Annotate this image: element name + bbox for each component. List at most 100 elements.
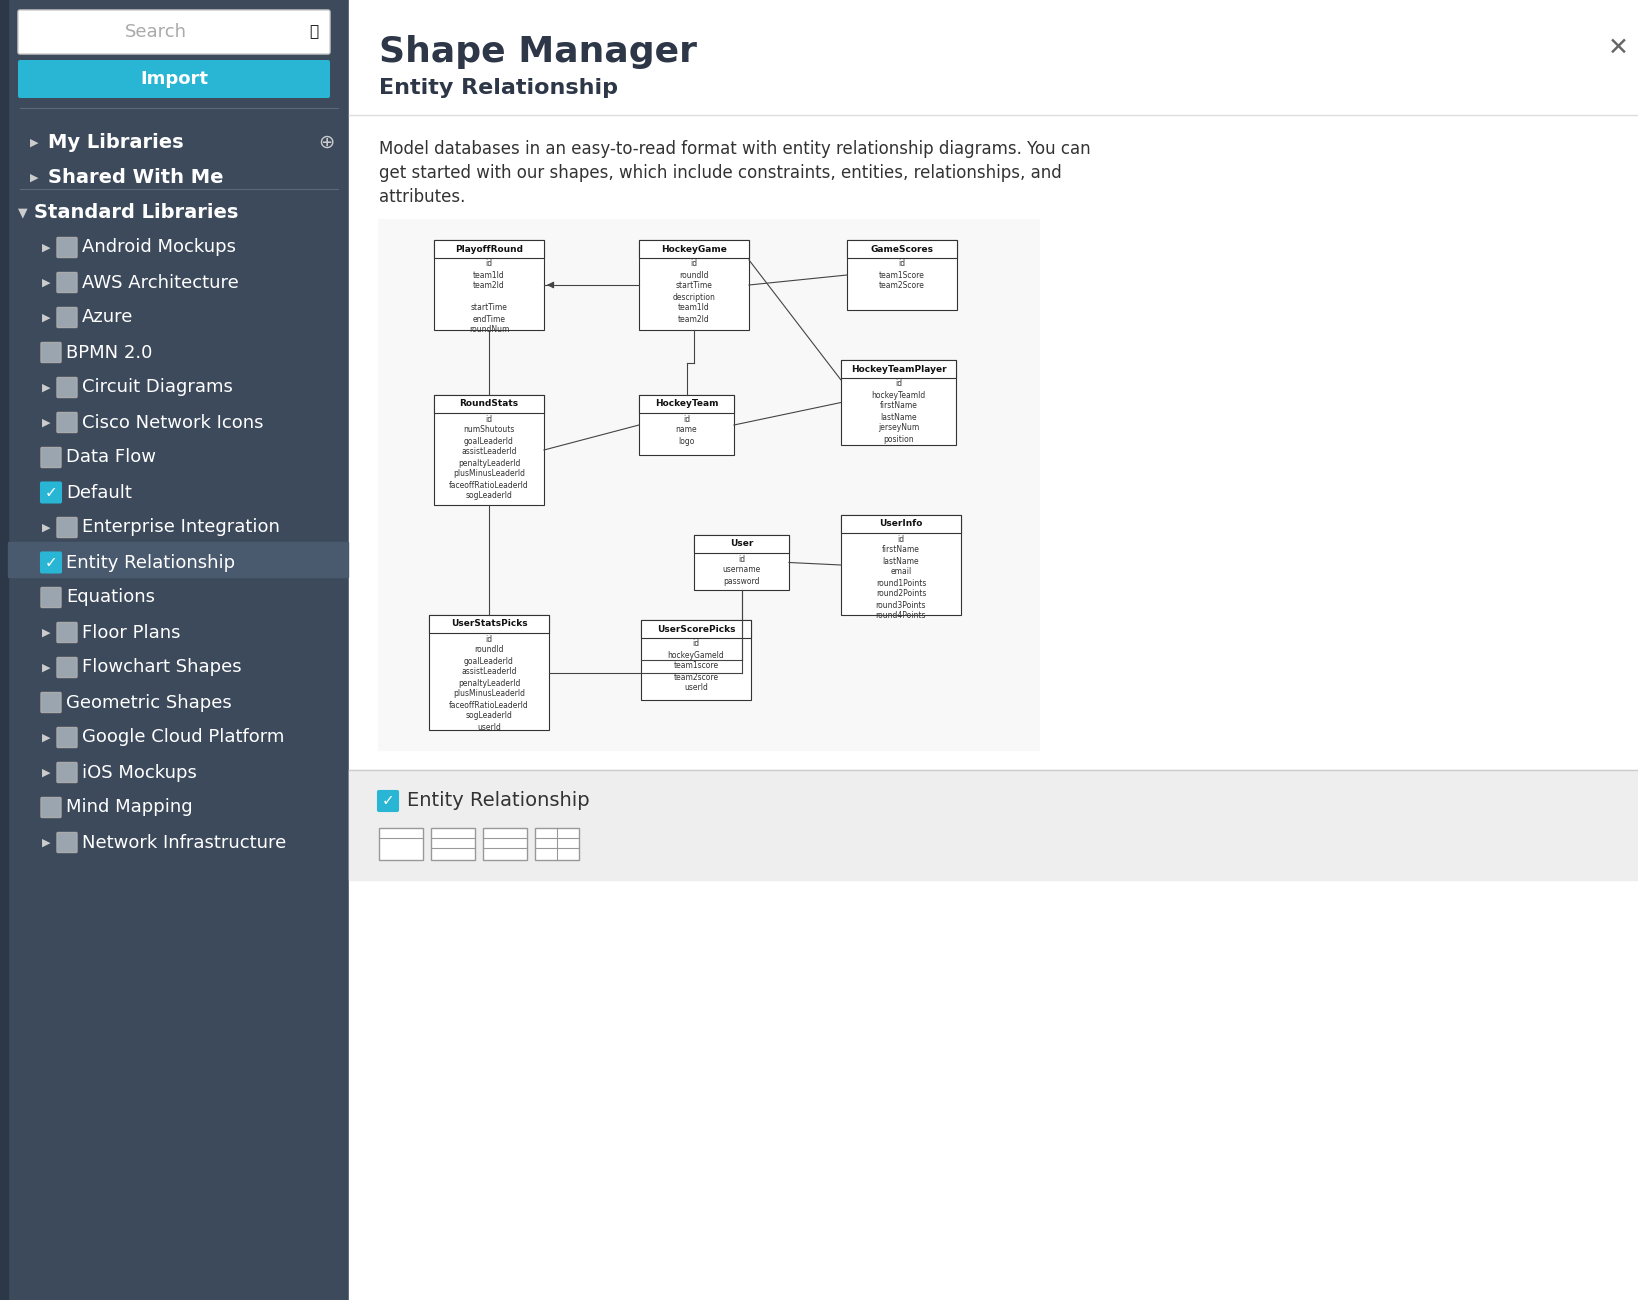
Text: jerseyNum: jerseyNum [878,424,919,433]
Text: password: password [724,576,760,585]
Text: Shared With Me: Shared With Me [48,168,223,187]
Bar [349,770,1638,880]
Text: round1Points: round1Points [876,578,925,588]
Text: Standard Libraries: Standard Libraries [34,203,239,222]
Text: ▶: ▶ [29,173,39,182]
Text: hockeyTeamId: hockeyTeamId [871,390,925,399]
Text: firstName: firstName [880,402,917,411]
Text: faceoffRatioLeaderId: faceoffRatioLeaderId [449,701,529,710]
Text: roundId: roundId [475,646,505,654]
Text: team1Score: team1Score [880,270,925,280]
Text: round4Points: round4Points [876,611,925,620]
FancyBboxPatch shape [378,790,398,811]
Bar [840,515,962,533]
Bar [349,0,1638,1300]
FancyBboxPatch shape [57,377,77,398]
Text: AWS Architecture: AWS Architecture [82,273,239,291]
Text: userId: userId [685,684,708,693]
Bar [434,240,544,257]
Bar [639,395,734,413]
Text: ▶: ▶ [43,277,51,287]
Text: UserInfo: UserInfo [880,520,922,529]
Text: Model databases in an easy-to-read format with entity relationship diagrams. You: Model databases in an easy-to-read forma… [378,140,1091,159]
FancyBboxPatch shape [57,273,77,292]
Text: RoundStats: RoundStats [459,399,519,408]
Text: Search: Search [124,23,187,42]
Text: Data Flow: Data Flow [66,448,156,467]
Text: id: id [485,415,493,424]
Text: roundNum: roundNum [468,325,509,334]
Text: Circuit Diagrams: Circuit Diagrams [82,378,233,396]
Bar [640,620,750,638]
Text: faceoffRatioLeaderId: faceoffRatioLeaderId [449,481,529,490]
Text: lastName: lastName [883,556,919,566]
Text: ▶: ▶ [43,837,51,848]
Text: team2Id: team2Id [473,282,505,290]
Text: Flowchart Shapes: Flowchart Shapes [82,659,242,676]
Text: ✓: ✓ [382,793,395,809]
FancyBboxPatch shape [57,623,77,642]
Text: id: id [485,634,493,644]
Bar [840,515,962,615]
Text: startTime: startTime [470,303,508,312]
Text: id: id [739,555,745,563]
Text: UserScorePicks: UserScorePicks [657,624,735,633]
Text: team1score: team1score [673,662,719,671]
Text: ▶: ▶ [43,663,51,672]
Bar [434,395,544,504]
Bar [847,240,957,309]
Text: ✕: ✕ [1607,36,1628,60]
FancyBboxPatch shape [57,238,77,257]
Text: ▶: ▶ [43,732,51,742]
Text: logo: logo [678,437,695,446]
Text: HockeyTeam: HockeyTeam [655,399,717,408]
Text: Google Cloud Platform: Google Cloud Platform [82,728,285,746]
FancyBboxPatch shape [41,447,61,468]
Text: Network Infrastructure: Network Infrastructure [82,833,287,852]
Text: description: description [673,292,716,302]
Text: id: id [898,534,904,543]
Bar [0,0,347,1300]
Text: name: name [676,425,698,434]
Text: Geometric Shapes: Geometric Shapes [66,693,231,711]
Text: id: id [691,260,698,269]
Text: Equations: Equations [66,589,156,607]
Text: position: position [883,434,914,443]
Bar [431,828,475,861]
Text: firstName: firstName [881,546,921,555]
Text: assistLeaderId: assistLeaderId [462,667,516,676]
Text: id: id [693,640,699,649]
Text: sogLeaderId: sogLeaderId [465,491,513,500]
Text: userId: userId [477,723,501,732]
Text: ⊕: ⊕ [318,133,334,152]
Bar [639,395,734,455]
Text: assistLeaderId: assistLeaderId [462,447,516,456]
Text: plusMinusLeaderId: plusMinusLeaderId [454,689,526,698]
Text: team1Id: team1Id [473,270,505,280]
Text: id: id [898,260,906,269]
FancyBboxPatch shape [18,60,329,98]
Text: ▶: ▶ [43,417,51,428]
FancyBboxPatch shape [41,552,61,572]
Text: startTime: startTime [675,282,713,290]
Text: Floor Plans: Floor Plans [82,624,180,641]
Bar [840,360,957,445]
Text: ▼: ▼ [18,205,28,218]
Text: round2Points: round2Points [876,589,925,598]
Bar [840,360,957,378]
FancyBboxPatch shape [57,763,77,783]
Text: 🔍: 🔍 [310,25,318,39]
FancyBboxPatch shape [41,342,61,363]
Text: PlayoffRound: PlayoffRound [455,244,523,254]
Text: penaltyLeaderId: penaltyLeaderId [457,459,521,468]
Text: team1Id: team1Id [678,303,709,312]
Bar [639,240,749,257]
FancyBboxPatch shape [57,728,77,748]
Text: sogLeaderId: sogLeaderId [465,711,513,720]
Text: penaltyLeaderId: penaltyLeaderId [457,679,521,688]
Bar [695,536,790,590]
Text: ▶: ▶ [43,767,51,777]
Bar [378,220,1038,750]
FancyBboxPatch shape [41,693,61,712]
Bar [434,395,544,413]
